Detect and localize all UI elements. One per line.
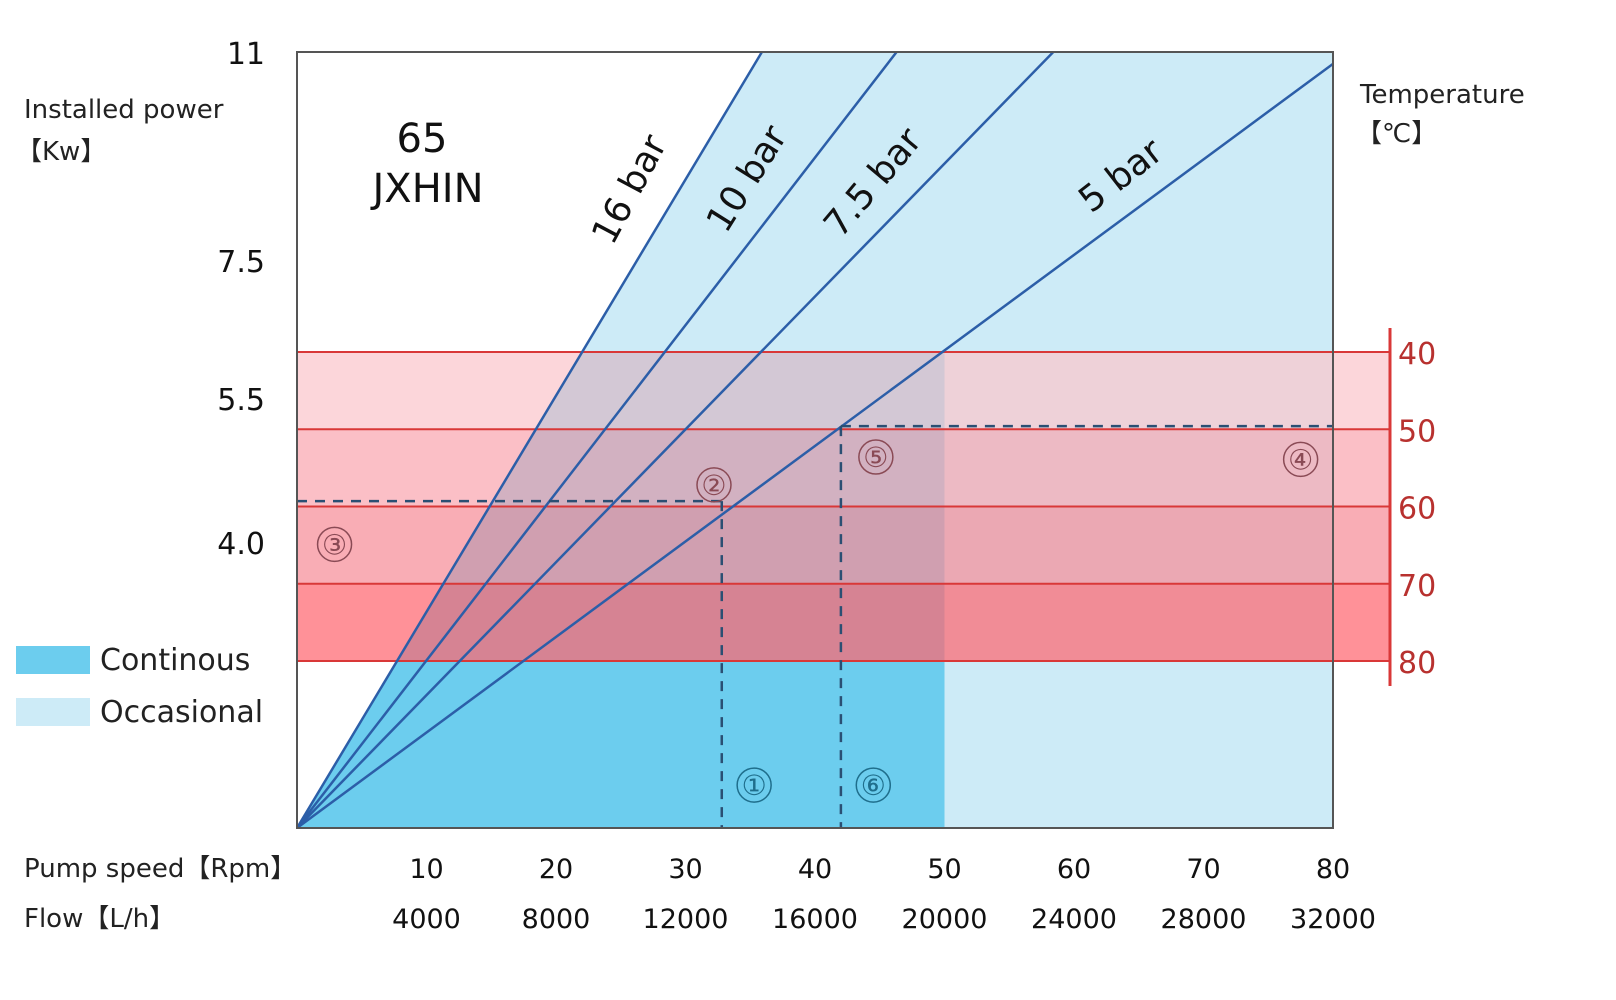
legend-swatch-occasional — [16, 698, 90, 726]
temperature-bands — [297, 351, 1390, 662]
y2-axis-label: Temperature — [1359, 80, 1525, 110]
marker-4: ④ — [1288, 443, 1313, 476]
x-tick-label-flow: 24000 — [1031, 904, 1117, 935]
x-tick-label-flow: 28000 — [1161, 904, 1247, 935]
y2-tick-label: 50 — [1398, 414, 1436, 449]
x-tick-label-rpm: 30 — [668, 854, 702, 885]
x-tick-label-rpm: 80 — [1316, 854, 1350, 885]
temperature-band-70-80 — [297, 583, 1390, 661]
marker-6: ⑥ — [861, 769, 886, 802]
x-tick-label-flow: 8000 — [522, 904, 591, 935]
y-axis-label: Installed power — [24, 95, 224, 125]
legend-label-occasional: Occasional — [100, 695, 263, 730]
marker-circle — [858, 439, 894, 475]
y2-tick-label: 70 — [1398, 569, 1436, 604]
y2-tick-label: 40 — [1398, 337, 1436, 372]
x-tick-label-rpm: 40 — [798, 854, 832, 885]
y2-tick-label: 80 — [1398, 646, 1436, 681]
y-tick-label: 11 — [227, 37, 265, 72]
temperature-band-40-50 — [297, 352, 1390, 430]
labels: 65 JXHIN Installed power 【Kw】 Temperatur… — [16, 80, 1525, 934]
marker-3: ③ — [322, 528, 347, 561]
x-tick-label-rpm: 50 — [927, 854, 961, 885]
x-axis-label-flow: Flow【L/h】 — [24, 904, 175, 934]
plot-frame — [296, 51, 1334, 829]
marker-2: ② — [701, 469, 726, 502]
marker-circle — [736, 767, 772, 803]
marker-circle — [316, 526, 353, 563]
chart-title-line2: JXHIN — [370, 166, 484, 212]
pressure-line-7-5-bar — [296, 51, 1055, 829]
pressure-line-16-bar — [295, 51, 763, 829]
x-tick-label-flow: 12000 — [643, 904, 729, 935]
pressure-line-5-bar — [296, 62, 1334, 830]
y-axis-unit: 【Kw】 — [16, 137, 106, 167]
pressure-line-10-bar — [296, 51, 898, 829]
x-tick-label-rpm: 60 — [1057, 854, 1091, 885]
marker-5: ⑤ — [863, 441, 888, 474]
legend: Continous Occasional — [16, 643, 263, 730]
x-tick-label-flow: 16000 — [772, 904, 858, 935]
axes: 11 7.5 5.5 4.0 10 4000 20 8000 30 12000 40 16000 50 2… — [217, 37, 1436, 935]
chart-title-line1: 65 — [397, 116, 448, 162]
x-tick-label-flow: 20000 — [902, 904, 988, 935]
legend-swatch-continuous — [16, 646, 90, 674]
marker-circle — [696, 467, 732, 503]
legend-label-continuous: Continous — [100, 643, 250, 678]
x-tick-label-flow: 32000 — [1290, 904, 1376, 935]
y2-axis-unit: 【℃】 — [1356, 119, 1437, 149]
temperature-band-50-60 — [297, 429, 1390, 507]
marker-1: ① — [742, 769, 767, 802]
y-tick-label: 7.5 — [217, 245, 265, 280]
marker-circle — [855, 767, 892, 803]
x-tick-label-flow: 4000 — [392, 904, 461, 935]
x-tick-label-rpm: 20 — [539, 854, 573, 885]
marker-circle — [1282, 441, 1319, 478]
y-tick-label: 4.0 — [217, 527, 265, 562]
x-tick-label-rpm: 70 — [1186, 854, 1220, 885]
x-tick-label-rpm: 10 — [409, 854, 443, 885]
y-tick-label: 5.5 — [217, 383, 265, 418]
x-axis-label-rpm: Pump speed【Rpm】 — [24, 854, 296, 884]
temperature-band-60-70 — [297, 506, 1390, 584]
guide-lines: ① ② ③ ④ ⑤ ⑥ — [297, 424, 1333, 828]
y2-tick-label: 60 — [1398, 492, 1436, 527]
